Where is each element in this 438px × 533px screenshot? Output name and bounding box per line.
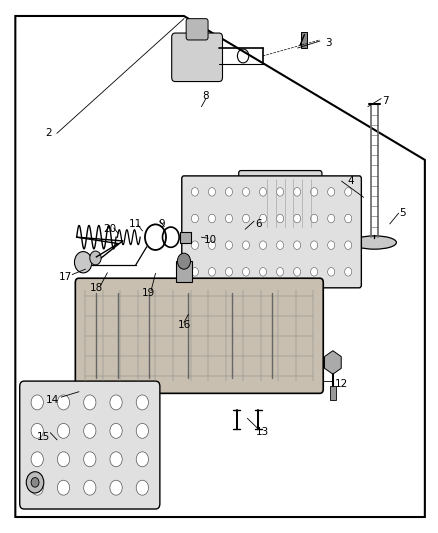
Text: 7: 7 <box>382 96 389 106</box>
FancyBboxPatch shape <box>172 33 223 82</box>
Circle shape <box>226 214 233 223</box>
Text: 3: 3 <box>325 38 332 47</box>
Circle shape <box>191 188 198 196</box>
Bar <box>180 232 191 243</box>
Circle shape <box>293 268 300 276</box>
Circle shape <box>242 207 261 230</box>
Circle shape <box>226 241 233 249</box>
Bar <box>330 386 336 400</box>
Text: 13: 13 <box>256 427 269 437</box>
Circle shape <box>208 214 215 223</box>
Circle shape <box>84 423 96 438</box>
Circle shape <box>311 214 318 223</box>
Circle shape <box>260 188 267 196</box>
Circle shape <box>345 241 352 249</box>
Circle shape <box>345 188 352 196</box>
Circle shape <box>276 268 283 276</box>
Text: 10: 10 <box>204 235 217 245</box>
Circle shape <box>136 480 148 495</box>
Text: 9: 9 <box>159 219 166 229</box>
Circle shape <box>74 252 92 273</box>
Circle shape <box>293 214 300 223</box>
Circle shape <box>57 395 70 410</box>
Text: 2: 2 <box>45 128 52 138</box>
Circle shape <box>57 480 70 495</box>
Circle shape <box>243 188 250 196</box>
Circle shape <box>84 480 96 495</box>
Circle shape <box>276 241 283 249</box>
Circle shape <box>31 478 39 487</box>
Text: 11: 11 <box>129 219 142 229</box>
FancyBboxPatch shape <box>239 171 322 235</box>
Circle shape <box>328 188 335 196</box>
Circle shape <box>328 241 335 249</box>
Text: 14: 14 <box>46 395 59 405</box>
Circle shape <box>31 423 43 438</box>
Circle shape <box>243 268 250 276</box>
Circle shape <box>31 395 43 410</box>
Circle shape <box>31 480 43 495</box>
Circle shape <box>136 423 148 438</box>
Circle shape <box>26 472 44 493</box>
FancyBboxPatch shape <box>182 176 361 288</box>
Ellipse shape <box>353 236 396 249</box>
Circle shape <box>191 214 198 223</box>
Text: 19: 19 <box>142 288 155 298</box>
Circle shape <box>110 480 122 495</box>
Circle shape <box>293 241 300 249</box>
Circle shape <box>243 241 250 249</box>
Text: 6: 6 <box>255 219 262 229</box>
Circle shape <box>191 268 198 276</box>
Circle shape <box>177 253 191 269</box>
Bar <box>301 32 307 48</box>
Text: 16: 16 <box>177 320 191 330</box>
Circle shape <box>345 268 352 276</box>
Circle shape <box>247 188 256 199</box>
Circle shape <box>293 188 300 196</box>
Circle shape <box>110 395 122 410</box>
Circle shape <box>260 214 267 223</box>
Circle shape <box>84 395 96 410</box>
Circle shape <box>136 452 148 467</box>
FancyBboxPatch shape <box>75 278 323 393</box>
Circle shape <box>276 214 283 223</box>
Text: 18: 18 <box>90 283 103 293</box>
Circle shape <box>90 251 101 265</box>
Circle shape <box>242 182 261 205</box>
Circle shape <box>208 241 215 249</box>
Circle shape <box>311 268 318 276</box>
Circle shape <box>328 268 335 276</box>
Circle shape <box>31 452 43 467</box>
Text: 20: 20 <box>103 224 116 234</box>
Circle shape <box>247 213 256 224</box>
Text: 5: 5 <box>399 208 406 218</box>
Circle shape <box>110 423 122 438</box>
Text: 4: 4 <box>347 176 354 186</box>
FancyBboxPatch shape <box>20 381 160 509</box>
Circle shape <box>57 452 70 467</box>
Bar <box>176 261 192 282</box>
Circle shape <box>243 214 250 223</box>
Circle shape <box>208 268 215 276</box>
Circle shape <box>260 268 267 276</box>
Circle shape <box>276 188 283 196</box>
Circle shape <box>345 214 352 223</box>
Circle shape <box>136 395 148 410</box>
Circle shape <box>311 188 318 196</box>
Circle shape <box>110 452 122 467</box>
Text: 8: 8 <box>202 91 209 101</box>
Text: 12: 12 <box>335 379 348 389</box>
FancyBboxPatch shape <box>186 19 208 40</box>
Circle shape <box>311 241 318 249</box>
Circle shape <box>191 241 198 249</box>
Circle shape <box>208 188 215 196</box>
Circle shape <box>260 241 267 249</box>
Text: 17: 17 <box>59 272 72 282</box>
Text: 15: 15 <box>37 432 50 442</box>
Circle shape <box>57 423 70 438</box>
Circle shape <box>226 268 233 276</box>
Circle shape <box>226 188 233 196</box>
Circle shape <box>328 214 335 223</box>
Circle shape <box>84 452 96 467</box>
